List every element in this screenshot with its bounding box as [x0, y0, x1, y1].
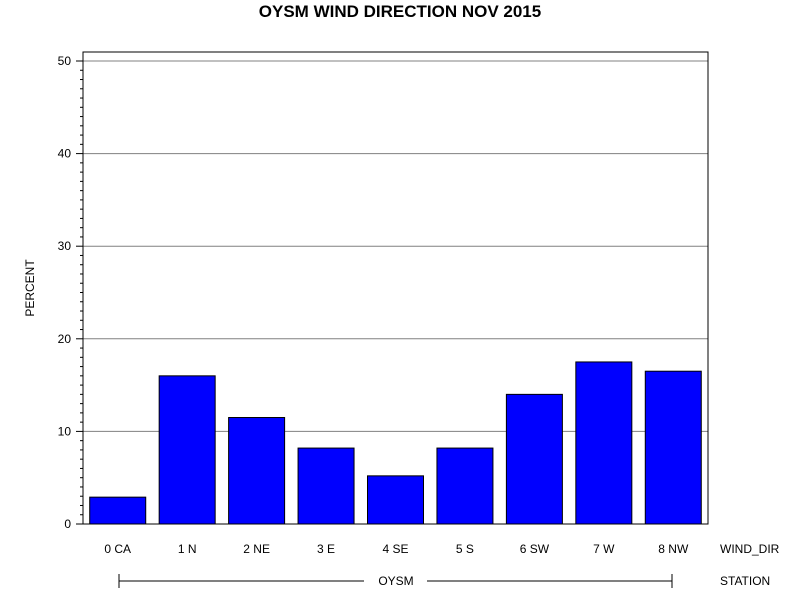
bars — [89, 361, 702, 525]
chart-title: OYSM WIND DIRECTION NOV 2015 — [259, 2, 541, 21]
bar — [367, 475, 424, 525]
station-group-axis: OYSM — [118, 574, 673, 588]
bar — [158, 375, 216, 525]
y-axis: 0 10 20 30 40 50 — [58, 54, 83, 531]
bar — [436, 447, 494, 525]
y-tick-label: 0 — [64, 517, 71, 531]
x-tick-label: 1 N — [178, 542, 197, 556]
bar — [89, 496, 147, 525]
plot-frame — [82, 51, 709, 525]
y-axis-title: PERCENT — [23, 259, 37, 317]
x-tick-label: 4 SE — [382, 542, 408, 556]
y-tick-label: 30 — [58, 239, 72, 253]
y-tick-label: 40 — [58, 147, 72, 161]
x-tick-label: 8 NW — [658, 542, 689, 556]
y-tick-label: 10 — [58, 424, 72, 438]
x-axis: 0 CA 1 N 2 NE 3 E 4 SE 5 S 6 SW 7 W 8 NW — [104, 542, 689, 556]
station-axis-title: STATION — [720, 574, 770, 588]
x-tick-label: 0 CA — [104, 542, 131, 556]
bar — [575, 361, 633, 525]
x-tick-label: 6 SW — [520, 542, 550, 556]
station-group-label: OYSM — [378, 574, 413, 588]
x-axis-title: WIND_DIR — [720, 542, 780, 556]
bar — [228, 417, 286, 525]
y-tick-label: 50 — [58, 54, 72, 68]
bar — [644, 370, 702, 525]
x-tick-label: 5 S — [456, 542, 474, 556]
x-tick-label: 2 NE — [243, 542, 270, 556]
y-tick-label: 20 — [58, 332, 72, 346]
bar — [297, 447, 355, 525]
x-tick-label: 3 E — [317, 542, 335, 556]
bar — [505, 393, 563, 525]
x-tick-label: 7 W — [593, 542, 615, 556]
